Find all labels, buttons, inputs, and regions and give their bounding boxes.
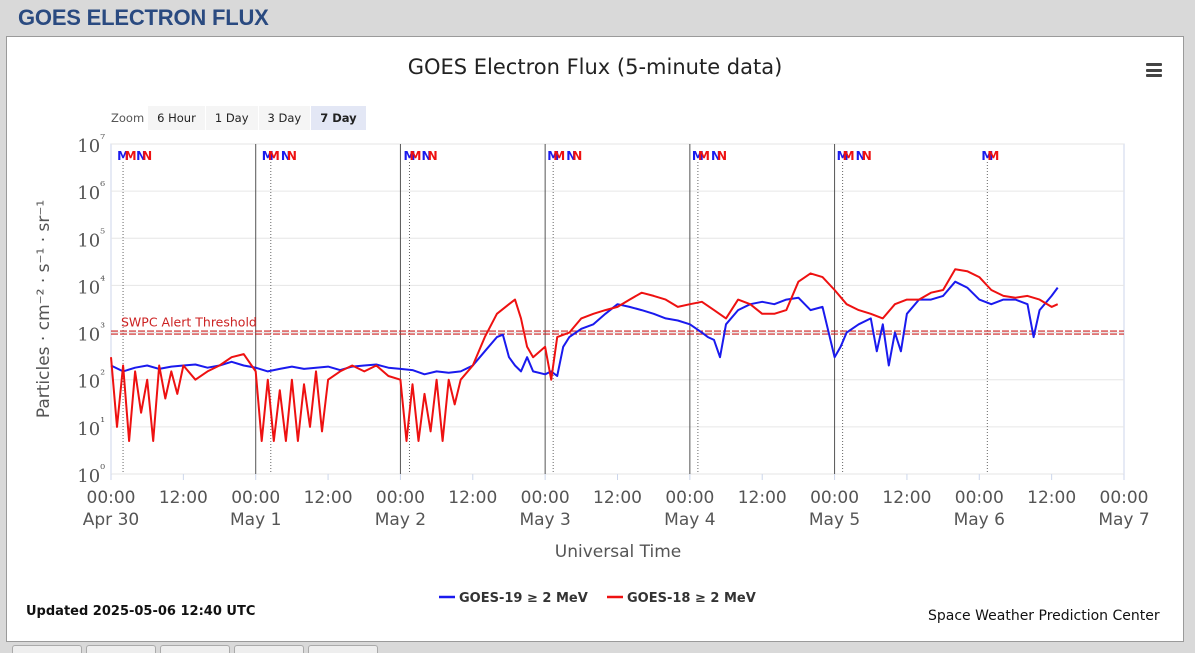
x-tick-label: 12:00 [304, 488, 353, 508]
x-tick-label: 12:00 [882, 488, 931, 508]
x-tick-date-label: May 7 [1098, 510, 1149, 530]
marker-label: N [711, 149, 721, 163]
chart-panel: GOES Electron Flux (5-minute data) Zoom … [6, 36, 1184, 642]
x-tick-date-label: May 2 [375, 510, 426, 530]
page-title: GOES ELECTRON FLUX [18, 5, 269, 30]
zoom-1-day-button[interactable]: 1 Day [205, 106, 258, 130]
credit-text: Space Weather Prediction Center [928, 608, 1160, 624]
zoom-label: Zoom [111, 111, 145, 125]
x-tick-label: 12:00 [738, 488, 787, 508]
y-tick-label: 10⁷ [77, 132, 105, 157]
series-line-goes-18 [110, 268, 1059, 442]
marker-label: M [547, 149, 559, 163]
y-tick-label: 10⁴ [77, 273, 105, 298]
x-tick-date-label: May 6 [954, 510, 1005, 530]
x-tick-date-label: May 1 [230, 510, 281, 530]
zoom-7-day-button[interactable]: 7 Day [311, 106, 366, 130]
marker-label: N [856, 149, 866, 163]
series-line-goes-19 [110, 280, 1059, 377]
x-tick-date-label: May 5 [809, 510, 860, 530]
marker-label: N [428, 149, 438, 163]
plot-area [110, 143, 1125, 475]
y-tick-label: 10⁵ [77, 226, 105, 251]
x-tick-label: 00:00 [231, 488, 280, 508]
x-tick-label: 12:00 [159, 488, 208, 508]
x-tick-label: 00:00 [1100, 488, 1149, 508]
x-tick-label: 00:00 [810, 488, 859, 508]
zoom-control: Zoom 6 Hour 1 Day 3 Day 7 Day [111, 106, 367, 130]
marker-label: N [281, 149, 291, 163]
marker-label: M [837, 149, 849, 163]
marker-label: N [136, 149, 146, 163]
marker-label: M [553, 149, 565, 163]
bottom-tab[interactable] [86, 645, 156, 653]
marker-label: N [422, 149, 432, 163]
bottom-tab[interactable] [308, 645, 378, 653]
bottom-tab[interactable] [160, 645, 230, 653]
x-tick-label: 12:00 [1027, 488, 1076, 508]
x-tick-label: 12:00 [448, 488, 497, 508]
x-tick-label: 00:00 [665, 488, 714, 508]
x-tick-label: 00:00 [87, 488, 136, 508]
marker-label: M [268, 149, 280, 163]
x-tick-label: 00:00 [376, 488, 425, 508]
x-axis-label: Universal Time [555, 542, 681, 562]
marker-label: M [125, 149, 137, 163]
legend-item: GOES-19 ≥ 2 MeV [459, 591, 588, 606]
legend-item: GOES-18 ≥ 2 MeV [627, 591, 756, 606]
x-tick-label: 00:00 [521, 488, 570, 508]
marker-label: M [987, 149, 999, 163]
marker-label: M [698, 149, 710, 163]
marker-label: M [692, 149, 704, 163]
x-tick-label: 00:00 [955, 488, 1004, 508]
marker-label: M [843, 149, 855, 163]
marker-label: M [262, 149, 274, 163]
zoom-6-hour-button[interactable]: 6 Hour [148, 106, 205, 130]
y-tick-label: 10² [77, 368, 105, 393]
y-axis-label: Particles · cm⁻² · s⁻¹ · sr⁻¹ [34, 200, 54, 418]
marker-label: M [981, 149, 993, 163]
hamburger-menu-icon[interactable] [1146, 63, 1162, 77]
marker-label: M [117, 149, 129, 163]
bottom-tab[interactable] [234, 645, 304, 653]
y-tick-label: 10⁰ [77, 462, 105, 487]
threshold-label: SWPC Alert Threshold [121, 315, 257, 330]
x-tick-label: 12:00 [593, 488, 642, 508]
zoom-3-day-button[interactable]: 3 Day [258, 106, 311, 130]
y-tick-label: 10³ [77, 321, 105, 346]
marker-label: M [410, 149, 422, 163]
marker-label: N [717, 149, 727, 163]
bottom-tabs [12, 645, 382, 653]
marker-label: N [287, 149, 297, 163]
x-tick-date-label: May 3 [519, 510, 570, 530]
marker-label: N [566, 149, 576, 163]
marker-label: N [862, 149, 872, 163]
chart-title: GOES Electron Flux (5-minute data) [407, 55, 783, 79]
x-tick-date-label: May 4 [664, 510, 715, 530]
marker-label: N [572, 149, 582, 163]
y-tick-label: 10¹ [77, 415, 105, 440]
marker-label: N [142, 149, 152, 163]
x-tick-date-label: Apr 30 [83, 510, 139, 530]
updated-timestamp: Updated 2025-05-06 12:40 UTC [26, 604, 256, 619]
y-tick-label: 10⁶ [77, 179, 105, 204]
marker-label: M [403, 149, 415, 163]
bottom-tab[interactable] [12, 645, 82, 653]
page-header: GOES ELECTRON FLUX [0, 0, 1195, 36]
